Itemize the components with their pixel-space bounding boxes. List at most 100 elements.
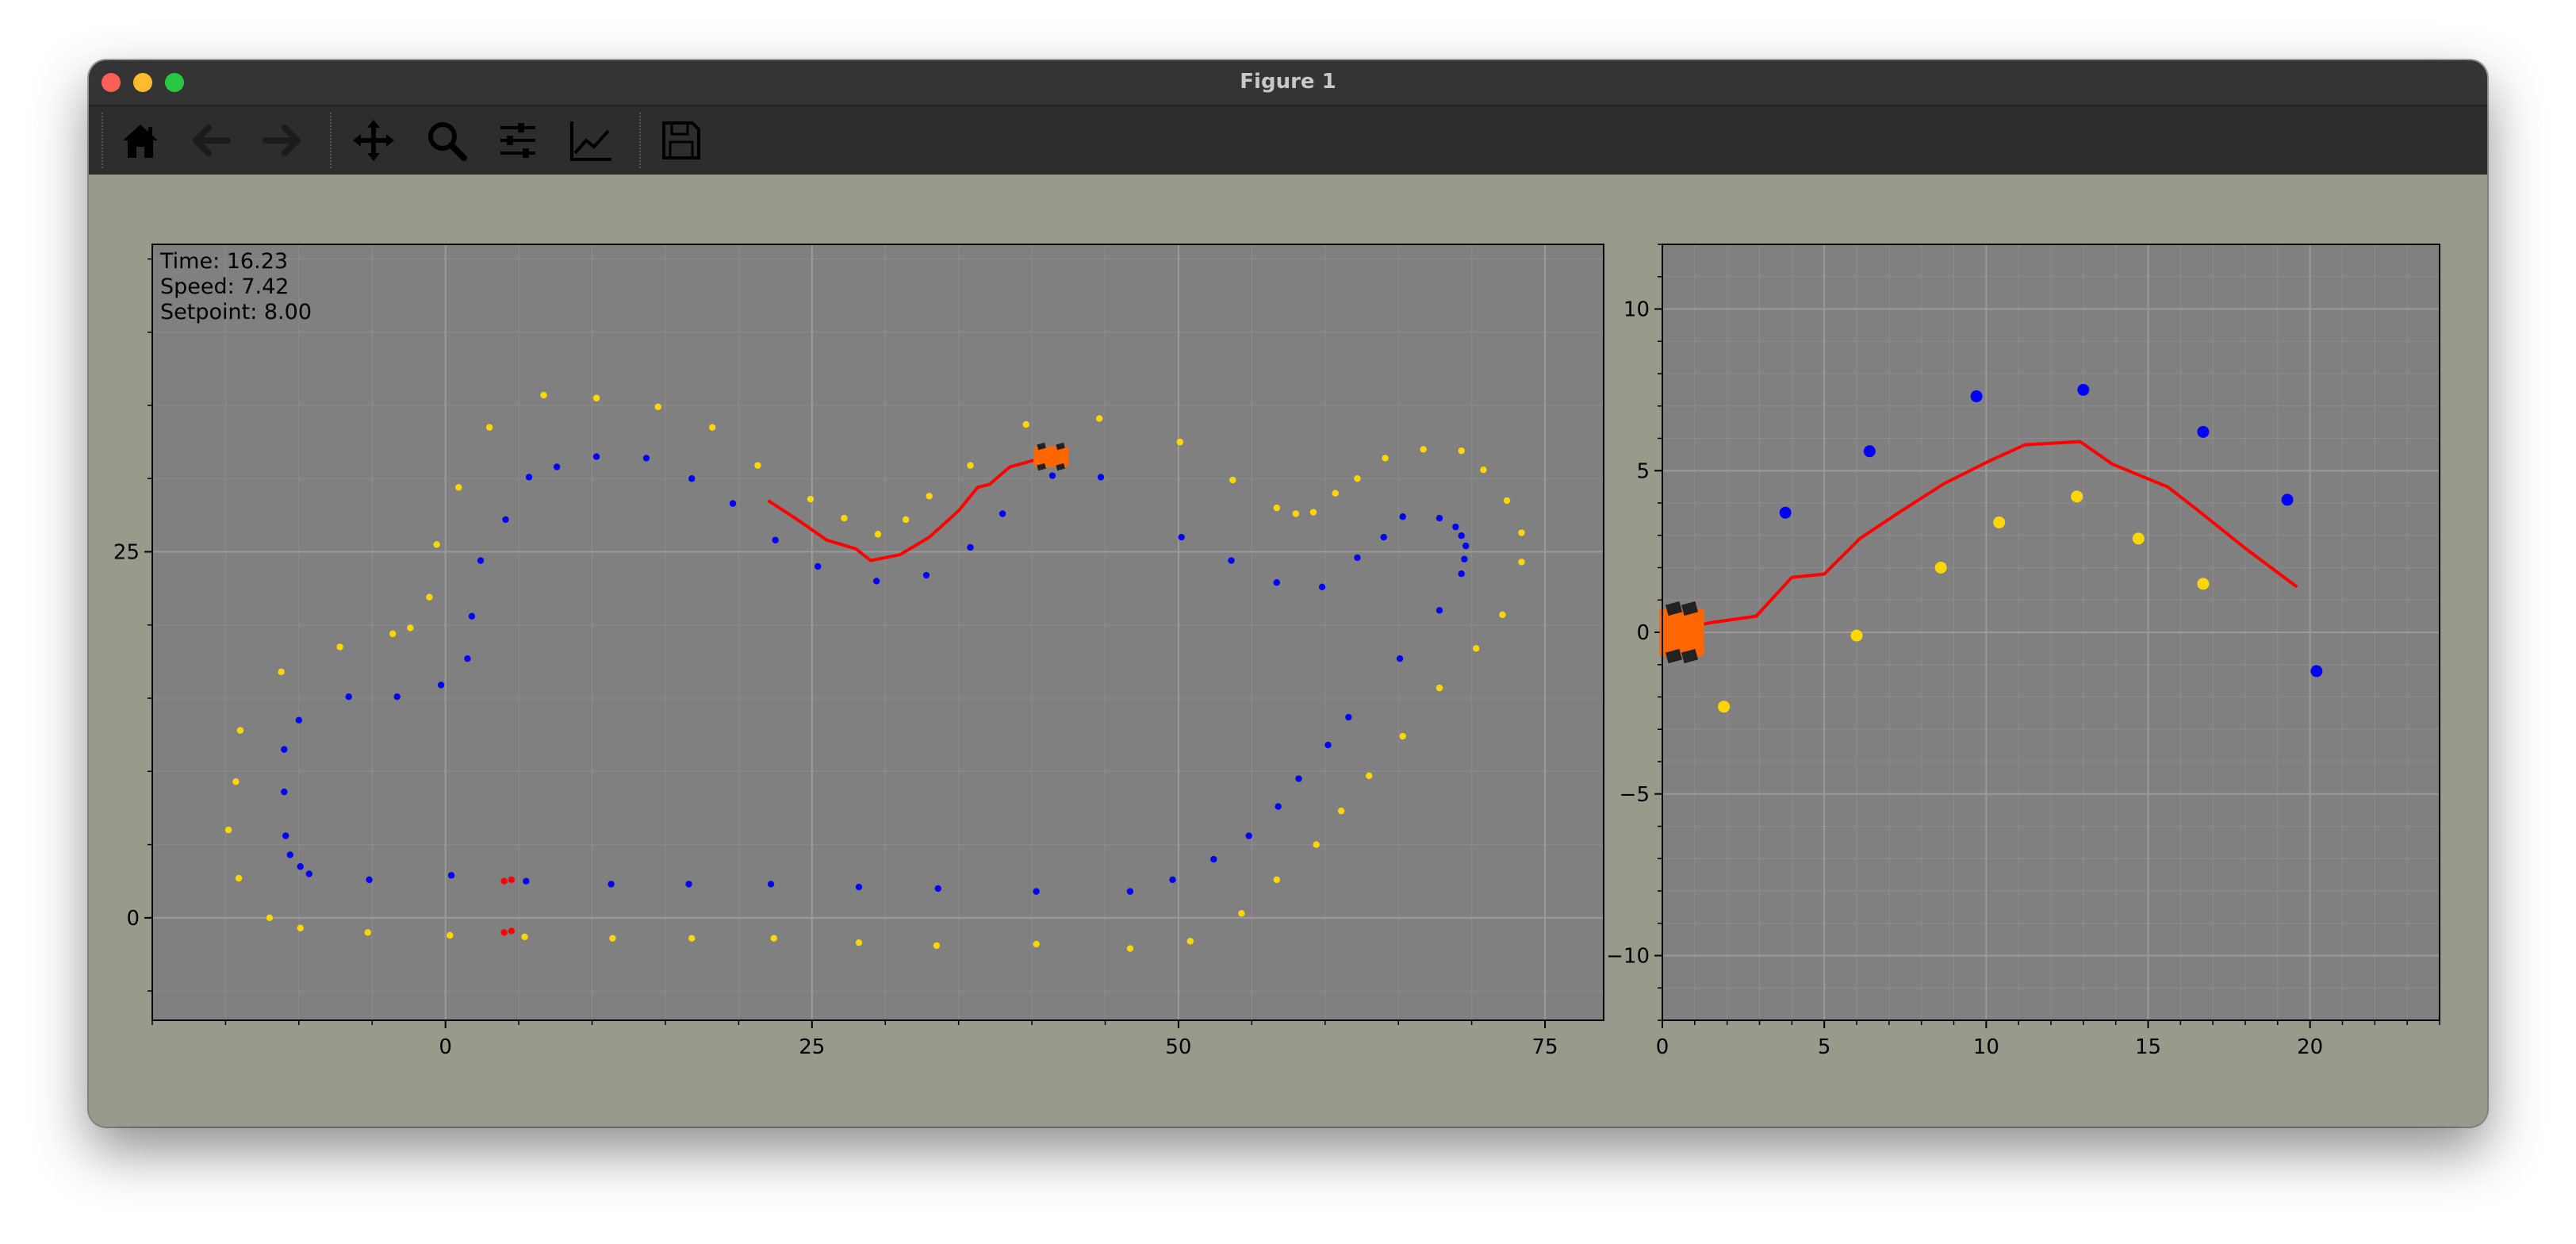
blue-cone-point	[967, 543, 974, 551]
blue-cone-point	[1436, 514, 1443, 522]
blue-cone-point	[366, 876, 373, 884]
blue-cone-point	[815, 562, 822, 570]
yellow-cone-point	[1033, 940, 1040, 948]
yellow-cone-point	[807, 495, 815, 503]
x-tick-label: 0	[439, 1035, 452, 1059]
blue-cone-point	[608, 881, 615, 888]
planned-path-line	[1662, 440, 2298, 634]
car-wheel	[1056, 463, 1065, 471]
blue-cone-point	[1863, 445, 1876, 458]
yellow-cone-point	[1273, 876, 1280, 884]
x-tick-label: 20	[2297, 1035, 2323, 1059]
blue-cone-point	[297, 863, 304, 870]
save-button[interactable]	[655, 114, 707, 167]
car-wheel	[1681, 648, 1699, 664]
blue-cone-point	[281, 746, 288, 753]
close-window-button[interactable]	[102, 73, 121, 92]
arrow-right-icon	[263, 125, 301, 156]
yellow-cone-point	[1126, 945, 1134, 952]
planned-path-line	[767, 455, 1059, 562]
back-button[interactable]	[186, 114, 238, 167]
yellow-cone-point	[708, 424, 716, 431]
yellow-cone-point	[1718, 701, 1731, 713]
blue-cone-point	[934, 885, 941, 893]
yellow-cone-point	[1480, 466, 1487, 474]
red-cone-point	[500, 929, 508, 936]
x-tick-label: 50	[1165, 1035, 1191, 1059]
yellow-cone-point	[364, 929, 371, 936]
yellow-cone-point	[770, 935, 777, 942]
home-button[interactable]	[114, 114, 167, 167]
yellow-cone-point	[297, 924, 304, 931]
car-wheel	[1681, 601, 1699, 616]
local-axes-frame	[1662, 244, 2440, 1021]
yellow-cone-point	[967, 462, 974, 469]
car-wheel	[1037, 442, 1046, 451]
maximize-window-button[interactable]	[165, 73, 184, 92]
title-bar: Figure 1	[89, 60, 2487, 106]
yellow-cone-point	[485, 424, 493, 431]
edit-axis-button[interactable]	[565, 114, 617, 167]
yellow-cone-point	[1292, 510, 1300, 517]
red-cone-point	[508, 876, 516, 884]
magnifier-icon	[428, 122, 467, 161]
yellow-cone-point	[426, 593, 433, 601]
blue-cone-point	[477, 557, 485, 564]
yellow-cone-point	[521, 933, 528, 941]
red-cone-point	[508, 927, 516, 935]
x-tick-label: 75	[1532, 1035, 1558, 1059]
y-tick-label: −5	[1620, 783, 1650, 807]
blue-cone-point	[2197, 425, 2210, 438]
track-axes-background	[152, 244, 1604, 1020]
blue-cone-point	[1452, 523, 1459, 531]
home-icon	[123, 125, 158, 158]
yellow-cone-point	[609, 935, 616, 942]
yellow-cone-point	[1518, 559, 1525, 566]
yellow-cone-point	[841, 514, 848, 522]
blue-cone-point	[437, 682, 445, 689]
yellow-cone-point	[235, 874, 243, 882]
blue-cone-point	[1097, 474, 1105, 481]
blue-cone-point	[468, 612, 476, 620]
blue-cone-point	[1033, 888, 1040, 895]
arrow-left-icon	[193, 125, 231, 156]
blue-cone-point	[1779, 506, 1792, 519]
blue-cone-point	[642, 455, 650, 462]
blue-cone-point	[1462, 542, 1470, 550]
car-wheel	[1056, 442, 1065, 451]
yellow-cone-point	[1420, 446, 1427, 453]
yellow-cone-point	[688, 935, 696, 942]
yellow-cone-point	[278, 668, 285, 676]
pan-button[interactable]	[347, 114, 400, 167]
line-chart-icon	[570, 121, 611, 161]
car-body	[1659, 609, 1704, 656]
y-tick-label: 10	[1623, 298, 1650, 322]
forward-button[interactable]	[255, 114, 308, 167]
blue-cone-point	[1324, 741, 1332, 749]
blue-cone-point	[1126, 888, 1134, 895]
blue-cone-point	[1228, 557, 1235, 564]
yellow-cone-point	[447, 931, 454, 939]
yellow-cone-point	[336, 643, 343, 651]
floppy-icon	[662, 121, 700, 159]
blue-cone-point	[1273, 579, 1280, 586]
zoom-button[interactable]	[420, 114, 473, 167]
blue-cone-point	[1169, 876, 1176, 884]
yellow-cone-point	[266, 914, 274, 922]
blue-cone-point	[295, 716, 303, 724]
blue-cone-point	[281, 788, 288, 796]
yellow-cone-point	[1399, 732, 1406, 740]
car-marker	[1033, 442, 1069, 471]
yellow-cone-point	[592, 394, 600, 401]
minimize-window-button[interactable]	[133, 73, 152, 92]
x-tick-label: 25	[799, 1035, 825, 1059]
configure-subplots-button[interactable]	[492, 114, 544, 167]
yellow-cone-point	[1354, 475, 1361, 482]
blue-cone-point	[305, 870, 312, 877]
blue-cone-point	[872, 578, 880, 585]
move-icon	[353, 120, 394, 161]
yellow-cone-point	[754, 462, 761, 469]
yellow-cone-point	[1095, 415, 1103, 422]
car-body	[1033, 446, 1069, 467]
